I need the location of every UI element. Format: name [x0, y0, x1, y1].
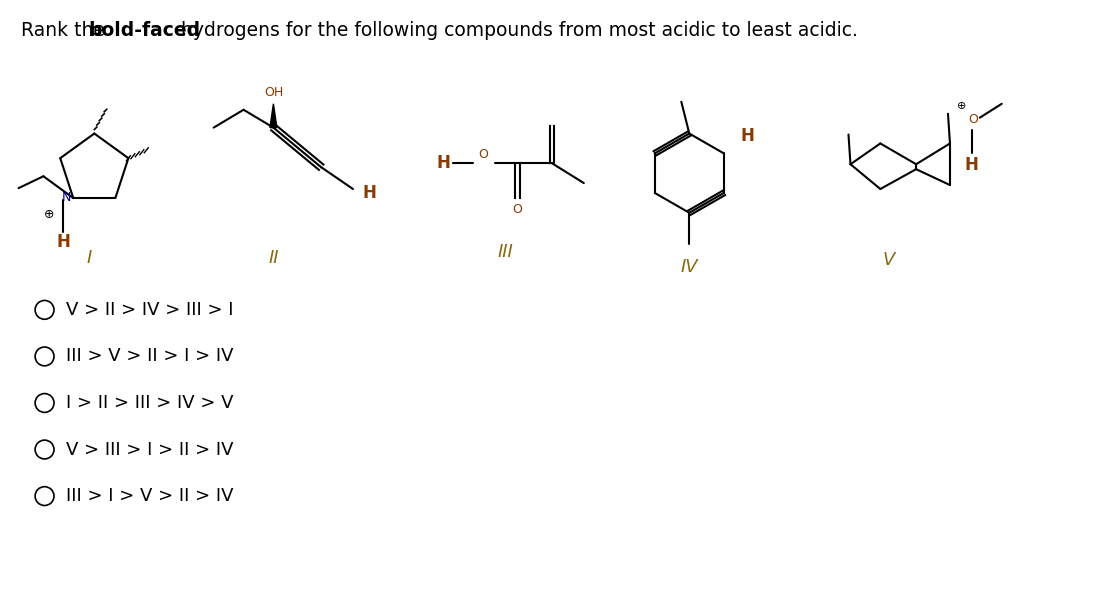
Text: H: H	[363, 184, 377, 202]
Text: H: H	[740, 126, 755, 145]
Text: ⊕: ⊕	[44, 208, 55, 221]
Text: OH: OH	[264, 86, 283, 100]
Text: N: N	[62, 191, 72, 204]
Text: V: V	[882, 251, 894, 269]
Text: II: II	[268, 250, 278, 267]
Text: H: H	[56, 232, 70, 251]
Text: H: H	[437, 154, 451, 172]
Text: ⊕: ⊕	[957, 101, 967, 111]
Text: V > III > I > II > IV: V > III > I > II > IV	[66, 441, 234, 458]
Text: O: O	[478, 148, 488, 161]
Text: hydrogens for the following compounds from most acidic to least acidic.: hydrogens for the following compounds fr…	[175, 21, 858, 40]
Text: Rank the: Rank the	[21, 21, 111, 40]
Text: IV: IV	[681, 258, 698, 276]
Text: III: III	[497, 244, 513, 261]
Text: III > I > V > II > IV: III > I > V > II > IV	[66, 487, 234, 505]
Text: bold-faced: bold-faced	[88, 21, 200, 40]
Text: I: I	[87, 250, 92, 267]
Text: H: H	[965, 156, 979, 174]
Text: O: O	[513, 204, 522, 217]
Text: I > II > III > IV > V: I > II > III > IV > V	[66, 394, 234, 412]
Text: V > II > IV > III > I: V > II > IV > III > I	[66, 301, 234, 319]
Text: III > V > II > I > IV: III > V > II > I > IV	[66, 348, 234, 365]
Polygon shape	[270, 104, 277, 127]
Text: O: O	[968, 113, 978, 126]
